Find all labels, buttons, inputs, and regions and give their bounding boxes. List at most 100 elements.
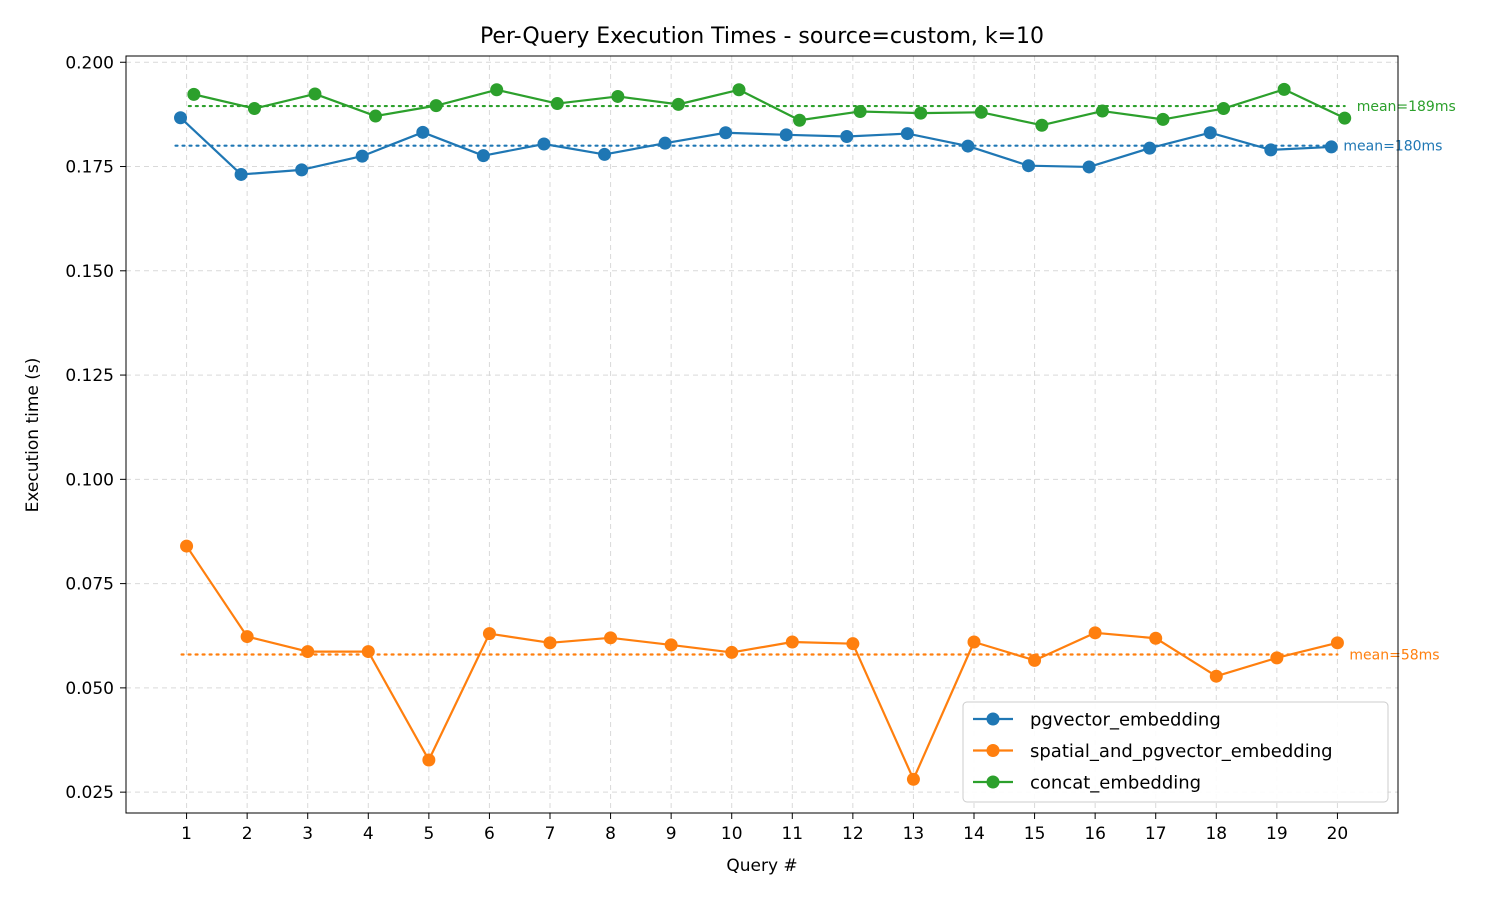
legend-marker xyxy=(986,712,1000,726)
legend-label: concat_embedding xyxy=(1030,773,1201,794)
data-point xyxy=(180,539,194,553)
data-point xyxy=(429,99,443,113)
data-point xyxy=(1022,159,1036,173)
x-tick-label: 6 xyxy=(484,824,495,844)
data-point xyxy=(793,113,807,127)
legend-label: spatial_and_pgvector_embedding xyxy=(1030,741,1333,762)
grid xyxy=(126,56,1398,813)
data-point xyxy=(961,139,975,153)
data-point xyxy=(598,147,612,161)
data-point xyxy=(369,109,383,123)
data-point xyxy=(725,645,739,659)
x-tick-label: 10 xyxy=(721,824,743,844)
x-tick-label: 4 xyxy=(363,824,374,844)
mean-label: mean=189ms xyxy=(1357,99,1456,115)
data-point xyxy=(611,89,625,103)
data-point xyxy=(187,87,201,101)
data-point xyxy=(719,126,733,140)
x-tick-label: 14 xyxy=(963,824,985,844)
chart-title: Per-Query Execution Times - source=custo… xyxy=(480,24,1044,49)
y-axis: 0.025 0.050 0.075 0.100 0.125 0.150 0.175 0.200 xyxy=(65,53,126,803)
data-point xyxy=(476,149,490,163)
y-tick-label: 0.200 xyxy=(65,53,114,73)
data-point xyxy=(785,635,799,649)
data-point xyxy=(355,149,369,163)
data-point xyxy=(1203,126,1217,140)
x-tick-label: 1 xyxy=(181,824,192,844)
data-point xyxy=(537,137,551,151)
series-line xyxy=(179,116,1332,176)
legend-marker xyxy=(986,744,1000,757)
data-point xyxy=(416,125,430,139)
x-tick-label: 9 xyxy=(666,824,677,844)
x-tick-label: 20 xyxy=(1327,824,1349,844)
x-tick-label: 19 xyxy=(1266,824,1288,844)
data-point xyxy=(308,87,322,101)
data-point xyxy=(967,635,981,649)
data-point xyxy=(664,638,678,652)
y-tick-label: 0.025 xyxy=(65,783,114,803)
data-point xyxy=(1209,669,1223,683)
data-point xyxy=(1330,636,1344,650)
data-point xyxy=(174,111,188,125)
series-group xyxy=(174,82,1352,786)
data-point xyxy=(1095,104,1109,118)
data-point xyxy=(1277,82,1291,96)
x-tick-label: 17 xyxy=(1145,824,1167,844)
plot-frame xyxy=(125,55,1399,814)
data-point xyxy=(550,97,564,111)
x-tick-label: 11 xyxy=(781,824,803,844)
x-tick-label: 2 xyxy=(242,824,253,844)
y-axis-label: Execution time (s) xyxy=(23,358,43,513)
data-point xyxy=(301,645,315,659)
data-point xyxy=(490,83,504,97)
x-tick-label: 15 xyxy=(1024,824,1046,844)
mean-label: mean=180ms xyxy=(1343,139,1442,155)
data-point xyxy=(1082,160,1096,174)
legend: pgvector_embedding spatial_and_pgvector_e… xyxy=(962,701,1389,803)
x-tick-label: 16 xyxy=(1084,824,1106,844)
data-point xyxy=(906,772,920,786)
mean-lines: mean=180ms mean=58ms mean=189ms xyxy=(174,99,1456,664)
x-tick-label: 18 xyxy=(1205,824,1227,844)
x-tick-label: 7 xyxy=(545,824,556,844)
series-line xyxy=(185,545,1338,781)
data-point xyxy=(974,105,988,119)
data-point xyxy=(846,637,860,651)
y-tick-label: 0.175 xyxy=(65,158,114,178)
data-point xyxy=(482,627,496,641)
data-point xyxy=(295,163,309,177)
x-axis-label: Query # xyxy=(726,856,797,876)
data-point xyxy=(779,128,793,142)
data-point xyxy=(1324,140,1338,154)
mean-label: mean=58ms xyxy=(1349,648,1439,664)
data-point xyxy=(1270,651,1284,665)
legend-label: pgvector_embedding xyxy=(1030,710,1221,731)
data-point xyxy=(422,753,436,767)
data-point xyxy=(853,104,867,118)
x-tick-label: 8 xyxy=(605,824,616,844)
data-point xyxy=(1143,141,1157,155)
data-point xyxy=(1156,112,1170,126)
data-point xyxy=(840,129,854,143)
x-tick-label: 5 xyxy=(423,824,434,844)
data-point xyxy=(1338,111,1352,125)
data-point xyxy=(1149,631,1163,645)
series-line xyxy=(193,88,1346,127)
data-point xyxy=(234,167,248,181)
data-point xyxy=(671,97,685,111)
x-tick-label: 12 xyxy=(842,824,864,844)
x-tick-label: 3 xyxy=(302,824,313,844)
data-point xyxy=(1035,118,1049,132)
legend-marker xyxy=(986,775,1000,789)
y-tick-label: 0.100 xyxy=(65,470,114,490)
data-point xyxy=(1028,653,1042,667)
y-tick-label: 0.050 xyxy=(65,679,114,699)
y-tick-label: 0.075 xyxy=(65,575,114,595)
data-point xyxy=(604,631,618,645)
data-point xyxy=(1217,102,1231,116)
data-point xyxy=(247,102,261,116)
data-point xyxy=(361,645,375,659)
data-point xyxy=(543,636,557,650)
